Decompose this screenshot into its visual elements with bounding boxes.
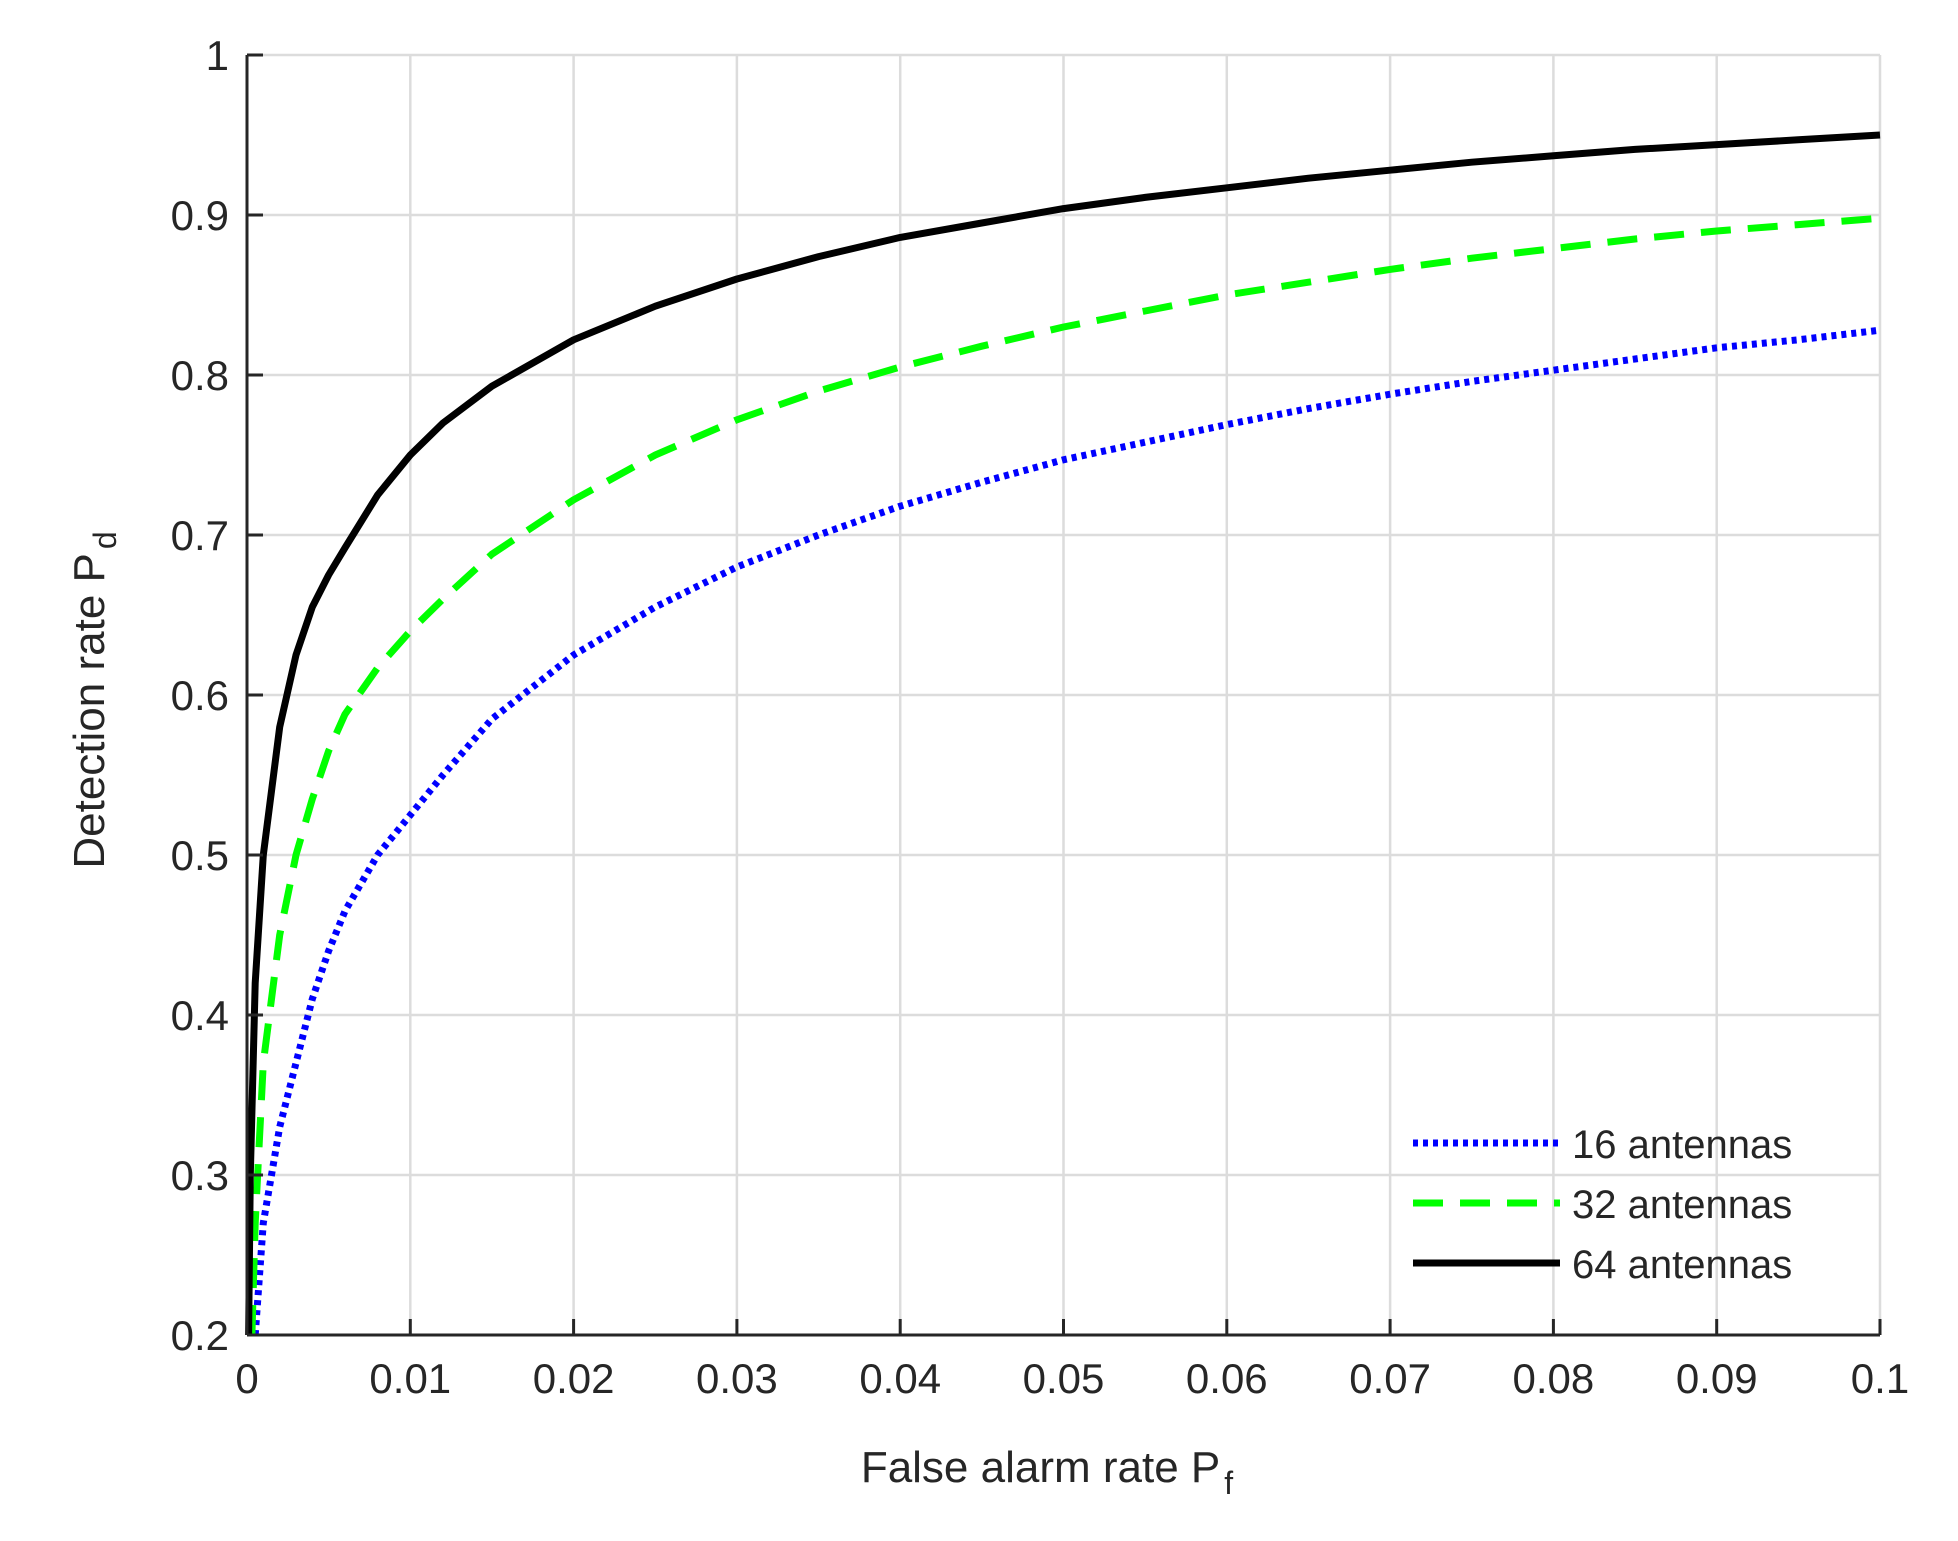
y-tick-label: 0.2: [171, 1312, 229, 1359]
legend-label-1: 16 antennas: [1572, 1123, 1792, 1167]
x-tick-label: 0: [235, 1355, 258, 1402]
series-layer: [245, 131, 1881, 1336]
y-tick-label: 0.7: [171, 512, 229, 559]
x-tick-label: 0.09: [1676, 1355, 1758, 1402]
y-tick-label: 0.9: [171, 192, 229, 239]
tick-labels: 0 0.01 0.02 0.03 0.04 0.05 0.06 0.07 0.08 0.09 0.1…: [171, 32, 1910, 1402]
x-tick-label: 0.08: [1513, 1355, 1595, 1402]
series-line-3: [245, 131, 1881, 1336]
y-tick-label: 0.4: [171, 992, 229, 1039]
x-tick-label: 0.03: [696, 1355, 778, 1402]
x-tick-label: 0.07: [1349, 1355, 1431, 1402]
y-tick-label: 0.6: [171, 672, 229, 719]
legend-label-2: 32 antennas: [1572, 1183, 1792, 1227]
series-line-1: [251, 326, 1881, 1336]
axes: [245, 53, 1882, 1337]
x-axis-title-main: False alarm rate P: [861, 1443, 1220, 1492]
legend-label-3: 64 antennas: [1572, 1243, 1792, 1287]
x-tick-label: 0.05: [1023, 1355, 1105, 1402]
x-tick-label: 0.1: [1851, 1355, 1909, 1402]
x-tick-label: 0.04: [859, 1355, 941, 1402]
y-tick-label: 1: [206, 32, 229, 79]
y-tick-label: 0.3: [171, 1152, 229, 1199]
x-axis-title-subscript: f: [1224, 1465, 1233, 1501]
x-tick-label: 0.02: [533, 1355, 615, 1402]
legend: 16 antennas 32 antennas 64 antennas: [1413, 1123, 1792, 1287]
y-axis-title-subscript: d: [87, 531, 123, 549]
x-tick-label: 0.06: [1186, 1355, 1268, 1402]
x-tick-label: 0.01: [369, 1355, 451, 1402]
y-axis-title-main: Detection rate P: [65, 553, 114, 869]
y-tick-label: 0.8: [171, 352, 229, 399]
series-line-2: [248, 214, 1881, 1336]
y-axis-title: Detection rate P d: [65, 531, 123, 868]
y-tick-label: 0.5: [171, 832, 229, 879]
